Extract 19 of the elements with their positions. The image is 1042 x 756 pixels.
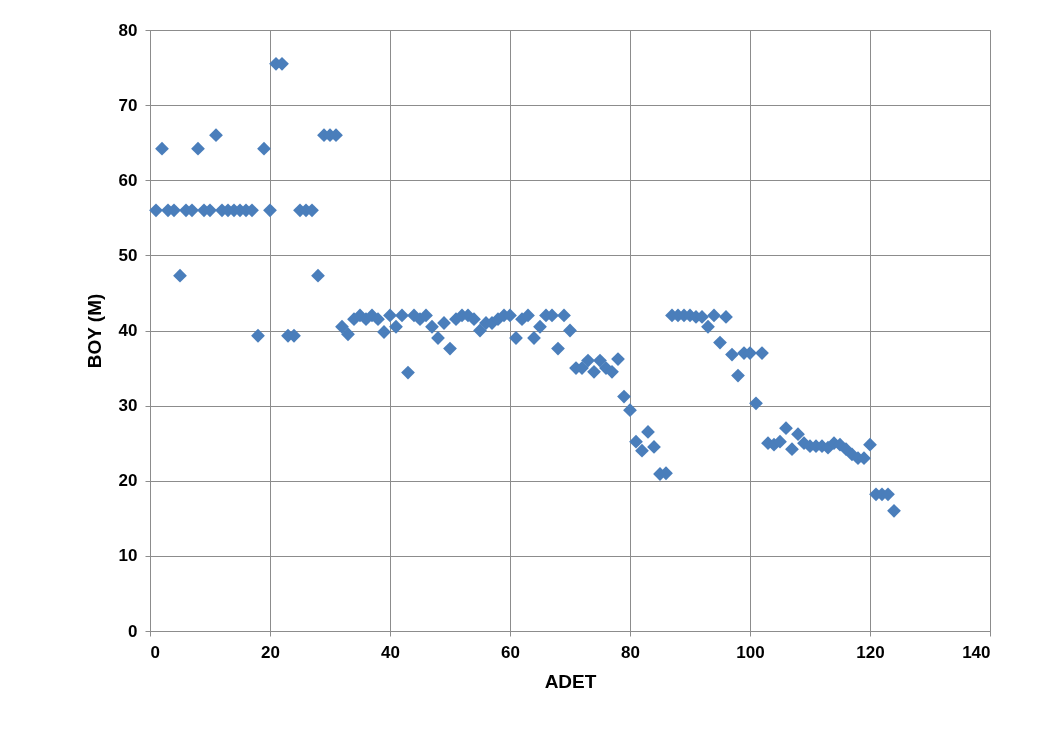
x-tick-label: 20 xyxy=(261,642,280,662)
x-axis-title: ADET xyxy=(544,670,597,692)
x-tick-label: 120 xyxy=(856,642,885,662)
x-tick-label: 0 xyxy=(150,642,160,662)
x-tick-label: 100 xyxy=(736,642,765,662)
y-tick-label: 30 xyxy=(118,396,138,416)
x-tick-label: 140 xyxy=(962,642,991,662)
x-tick-label: 60 xyxy=(501,642,520,662)
y-tick-label: 0 xyxy=(128,621,138,641)
y-tick-label: 40 xyxy=(118,321,138,340)
y-tick-label: 10 xyxy=(118,546,138,566)
y-tick-label: 60 xyxy=(118,170,138,190)
y-tick-label: 20 xyxy=(118,471,138,491)
y-tick-label: 70 xyxy=(118,95,138,115)
y-tick-label: 80 xyxy=(118,20,138,40)
x-tick-label: 80 xyxy=(621,642,640,662)
y-tick-label: 50 xyxy=(118,245,138,265)
y-axis-title: BOY (M) xyxy=(83,293,105,369)
x-tick-label: 40 xyxy=(381,642,400,662)
